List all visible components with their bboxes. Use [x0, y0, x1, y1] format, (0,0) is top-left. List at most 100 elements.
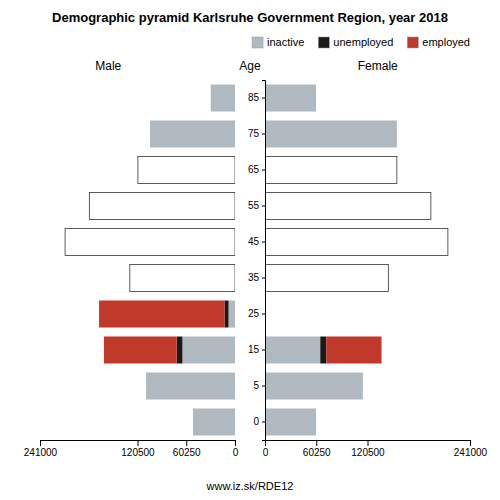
x-axis-line	[266, 441, 471, 447]
y-tick: 15	[248, 344, 265, 355]
legend-swatch	[318, 37, 329, 48]
x-tick: 120500	[121, 440, 155, 458]
bar	[210, 85, 211, 112]
bar	[396, 121, 397, 148]
x-axis: 0 60250 120500 241000	[24, 440, 239, 458]
y-tick: 55	[248, 200, 265, 211]
x-tick-label: 120500	[351, 447, 385, 458]
x-tick: 241000	[454, 440, 488, 458]
bar-series	[326, 337, 381, 364]
x-tick-label: 60250	[173, 447, 201, 458]
bar	[145, 373, 146, 400]
bar	[447, 229, 448, 256]
bar	[316, 409, 317, 436]
legend-label: employed	[422, 36, 470, 48]
bar	[396, 157, 397, 184]
bar	[89, 193, 235, 220]
legend-swatch	[407, 37, 418, 48]
bar	[265, 85, 316, 112]
bar-series	[65, 85, 235, 436]
bar	[430, 193, 431, 220]
bar	[316, 409, 317, 436]
x-tick-mark	[470, 440, 471, 446]
x-tick-label: 0	[233, 447, 239, 458]
bar	[265, 157, 397, 184]
panel-header: Male	[95, 59, 121, 73]
bar	[265, 373, 363, 400]
bar	[265, 337, 320, 364]
bar	[192, 409, 193, 436]
legend-item: employed	[407, 36, 470, 48]
y-tick-mark	[262, 314, 265, 315]
bars	[65, 85, 235, 436]
bar	[65, 229, 66, 256]
legend-label: inactive	[267, 36, 304, 48]
y-tick-label: 55	[248, 200, 260, 211]
bar	[362, 373, 363, 400]
bar-series	[99, 301, 224, 364]
bar	[265, 193, 431, 220]
y-tick-label: 45	[248, 236, 260, 247]
y-tick: 0	[253, 416, 265, 427]
y-tick-mark	[262, 170, 265, 171]
x-tick-mark	[186, 440, 187, 446]
x-tick: 0	[233, 440, 239, 458]
bar	[104, 337, 177, 364]
y-tick: 35	[248, 272, 265, 283]
bar	[129, 265, 130, 292]
legend: inactive unemployed employed	[252, 36, 470, 48]
footer: www.iz.sk/RDE12	[206, 480, 294, 492]
bar-series	[320, 337, 326, 364]
bar	[362, 373, 363, 400]
y-tick-mark	[262, 350, 265, 351]
x-tick: 241000	[24, 440, 58, 458]
y-tick-label: 35	[248, 272, 260, 283]
legend-swatch	[252, 37, 263, 48]
y-tick-mark	[262, 134, 265, 135]
y-tick-mark	[262, 242, 265, 243]
y-tick-mark	[262, 278, 265, 279]
bar	[388, 265, 389, 292]
x-axis-line	[41, 441, 236, 447]
x-tick: 60250	[303, 440, 331, 458]
x-tick-mark	[138, 440, 139, 446]
bar	[265, 265, 388, 292]
legend-item: unemployed	[318, 36, 393, 48]
bar	[150, 121, 151, 148]
bar	[265, 121, 397, 148]
panel-header: Female	[358, 59, 398, 73]
bar	[146, 373, 235, 400]
y-axis: 051525354555657585	[248, 81, 266, 441]
bar	[229, 301, 235, 328]
x-tick: 60250	[173, 440, 201, 458]
bar	[320, 337, 326, 364]
title: Demographic pyramid Karlsruhe Government…	[52, 10, 448, 25]
y-tick: 5	[253, 380, 265, 391]
bar	[182, 337, 235, 364]
y-tick-mark	[262, 206, 265, 207]
column-header: Age	[239, 59, 261, 73]
bar	[265, 229, 448, 256]
y-tick-label: 25	[248, 308, 260, 319]
y-tick-label: 5	[253, 380, 259, 391]
bar	[150, 121, 151, 148]
chart: 0 60250 120500 241000 Male Demographic pyrami…	[0, 0, 500, 500]
x-tick-label: 241000	[24, 447, 58, 458]
y-tick: 65	[248, 164, 265, 175]
y-tick-label: 15	[248, 344, 260, 355]
bar	[192, 409, 193, 436]
bar	[138, 157, 235, 184]
y-tick: 75	[248, 128, 265, 139]
y-tick-mark	[262, 98, 265, 99]
y-tick: 25	[248, 308, 265, 319]
x-tick: 120500	[351, 440, 385, 458]
x-tick-label: 120500	[121, 447, 155, 458]
x-tick-label: 0	[263, 447, 269, 458]
bar	[145, 373, 146, 400]
bar-series	[265, 85, 448, 436]
y-axis-line	[262, 81, 266, 441]
x-tick-mark	[40, 440, 41, 446]
y-tick: 45	[248, 236, 265, 247]
x-tick-label: 60250	[303, 447, 331, 458]
x-tick-mark	[316, 440, 317, 446]
